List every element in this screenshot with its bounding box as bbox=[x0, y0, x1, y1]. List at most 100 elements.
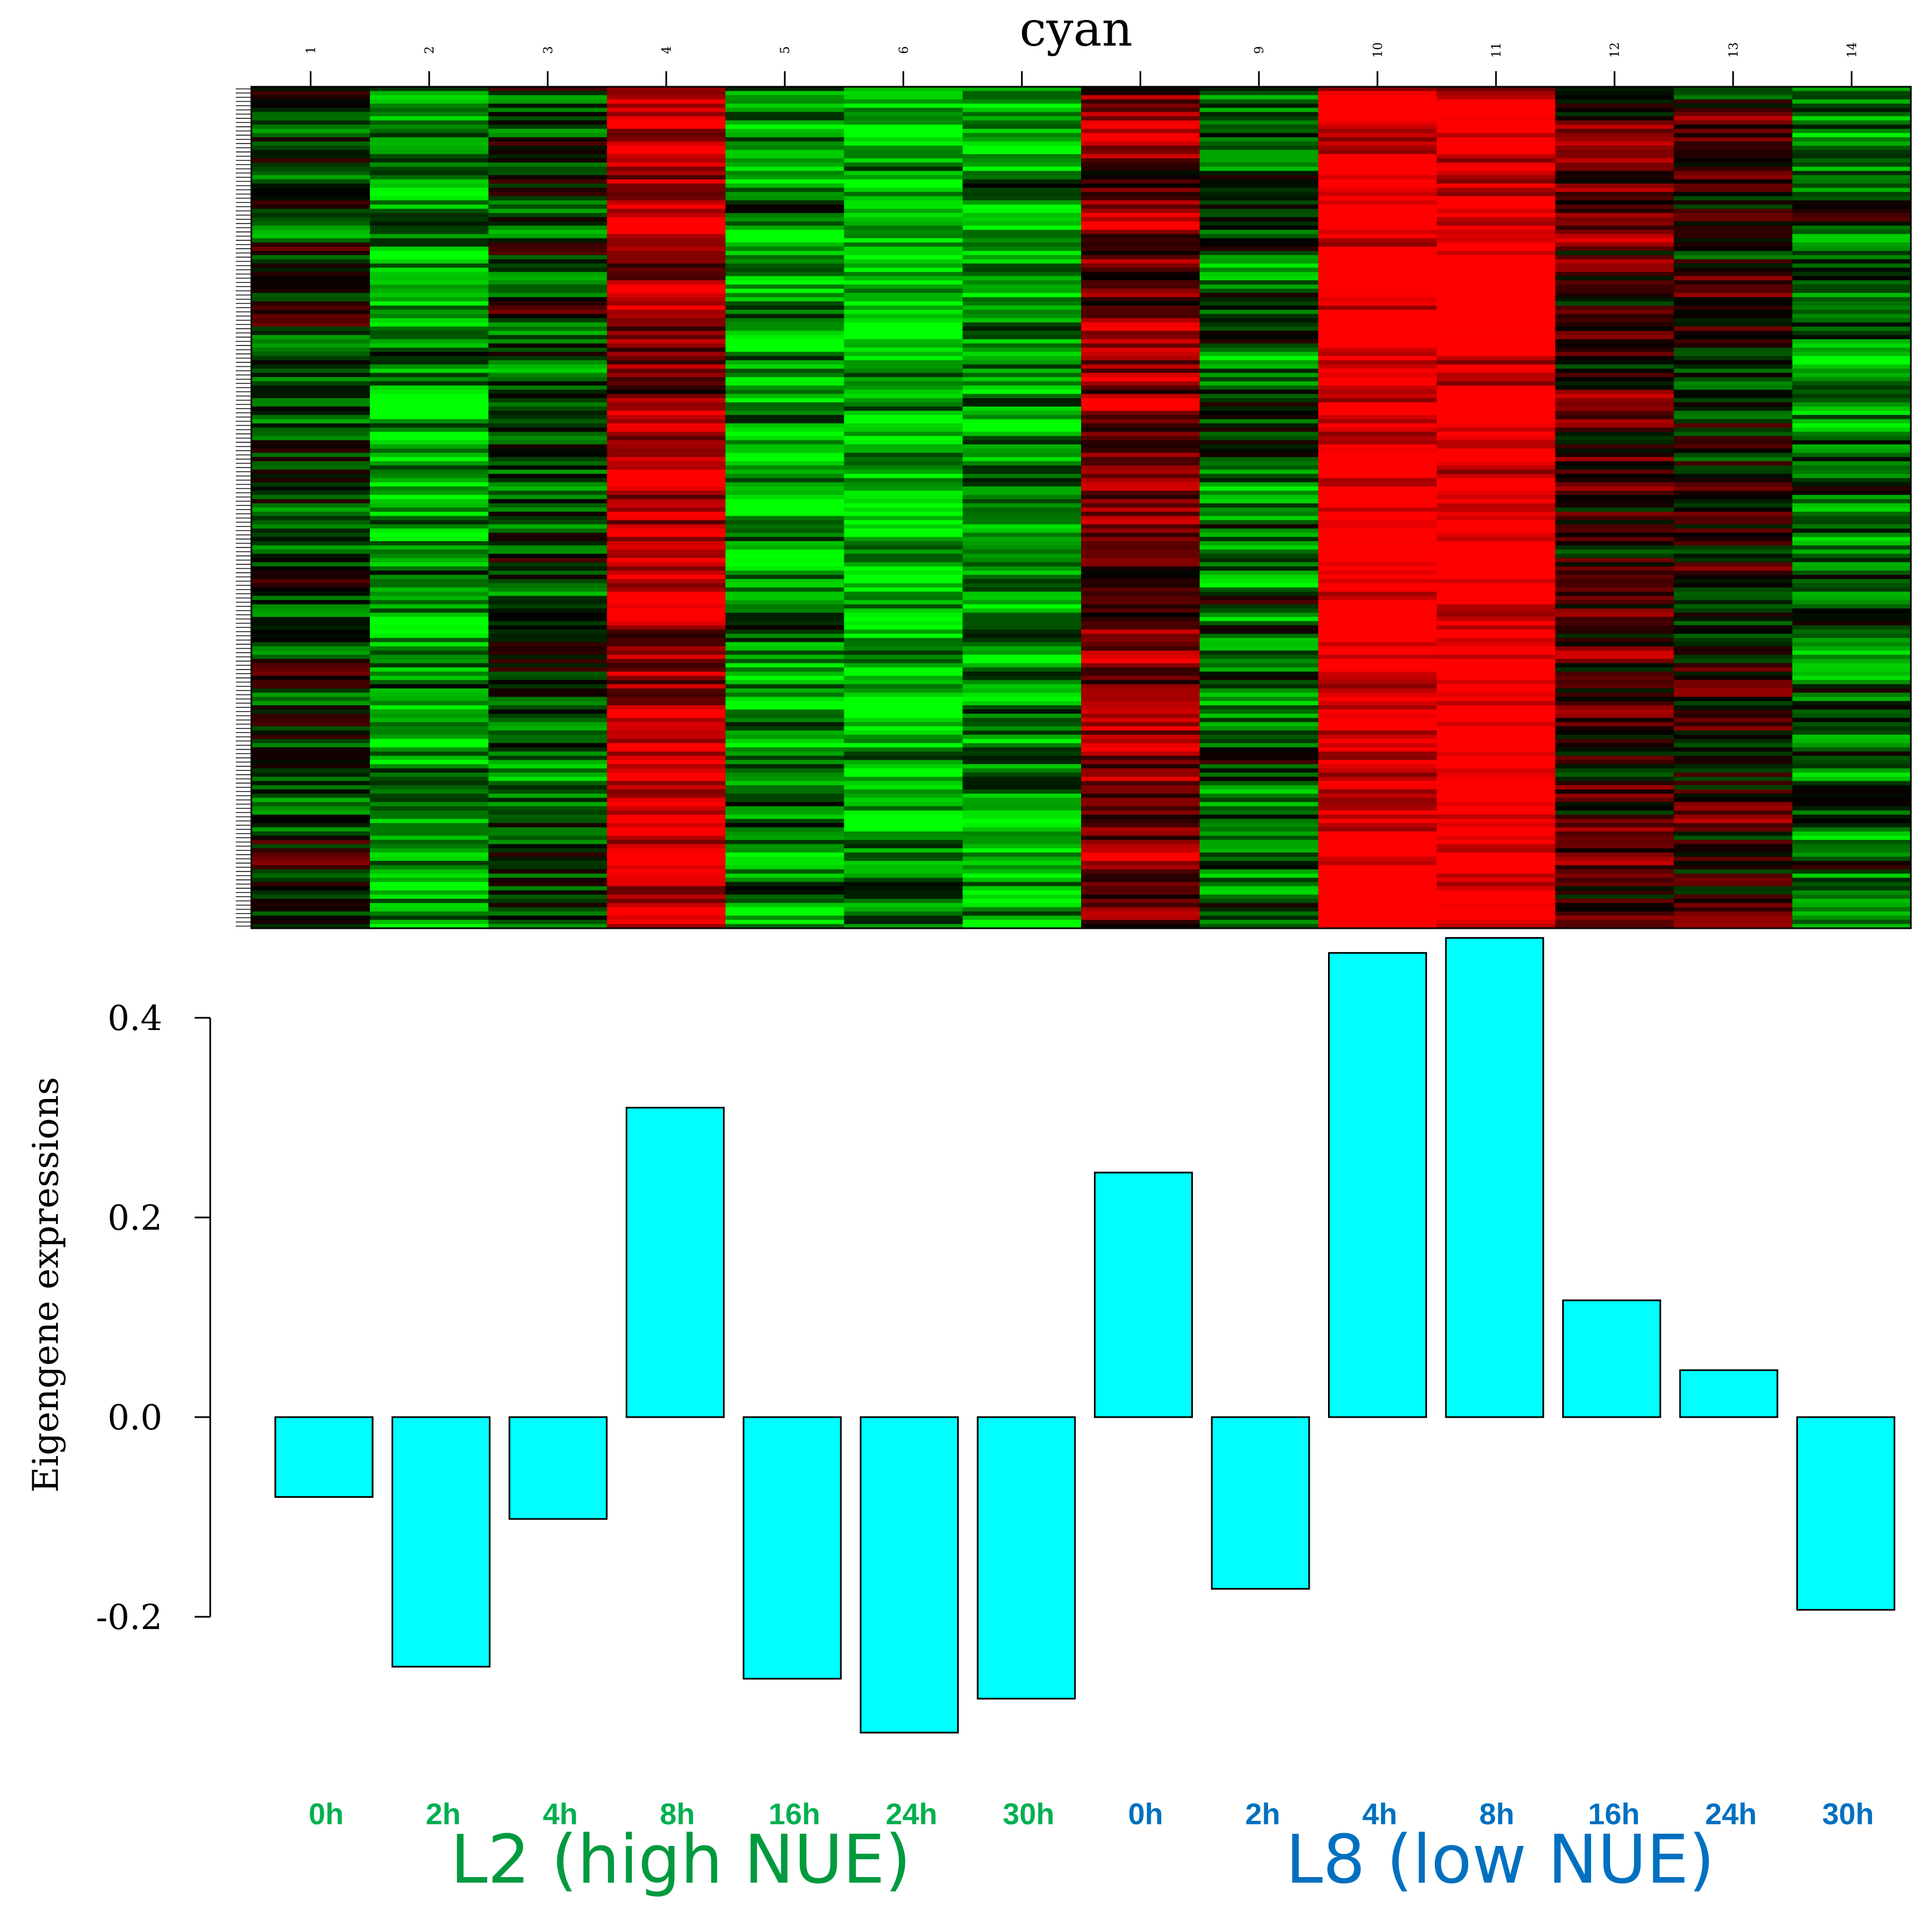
heatmap-cell bbox=[844, 465, 963, 471]
heatmap-cell bbox=[1318, 427, 1438, 432]
heatmap-cell bbox=[844, 133, 963, 138]
heatmap-cell bbox=[607, 373, 726, 378]
heatmap-cell bbox=[1555, 251, 1675, 256]
heatmap-cell bbox=[1792, 503, 1911, 508]
heatmap-cell bbox=[962, 116, 1082, 121]
heatmap-cell bbox=[607, 125, 726, 130]
heatmap-cell bbox=[1555, 570, 1675, 576]
heatmap-cell bbox=[1436, 440, 1556, 445]
heatmap-cell bbox=[962, 389, 1082, 394]
heatmap-cell bbox=[370, 520, 489, 525]
heatmap-cell bbox=[962, 663, 1082, 668]
heatmap-cell bbox=[725, 473, 845, 479]
heatmap-cell bbox=[370, 507, 489, 512]
heatmap-cell bbox=[251, 587, 370, 592]
heatmap-cell bbox=[1200, 435, 1319, 441]
heatmap-cell bbox=[607, 840, 726, 845]
heatmap-cell bbox=[1673, 781, 1793, 786]
heatmap-cell bbox=[1200, 735, 1319, 740]
heatmap-cell bbox=[1200, 406, 1319, 412]
heatmap-cell bbox=[607, 368, 726, 374]
heatmap-cell bbox=[1792, 890, 1911, 895]
bar bbox=[1211, 1416, 1310, 1590]
heatmap-cell bbox=[725, 356, 845, 361]
heatmap-cell bbox=[962, 814, 1082, 819]
heatmap-cell bbox=[844, 903, 963, 908]
heatmap-cell bbox=[607, 381, 726, 386]
heatmap-cell bbox=[1318, 579, 1438, 584]
heatmap-cell bbox=[1555, 629, 1675, 635]
heatmap-cell bbox=[1673, 448, 1793, 453]
heatmap-cell bbox=[844, 394, 963, 399]
heatmap-cell bbox=[962, 549, 1082, 555]
heatmap-cell bbox=[607, 633, 726, 638]
heatmap-cell bbox=[607, 919, 726, 925]
heatmap-cell bbox=[1318, 423, 1438, 428]
heatmap-cell bbox=[1555, 638, 1675, 643]
heatmap-cell bbox=[1436, 650, 1556, 655]
heatmap-cell bbox=[962, 739, 1082, 744]
heatmap-cell bbox=[844, 739, 963, 744]
heatmap-cell bbox=[1081, 209, 1200, 214]
heatmap-cell bbox=[962, 684, 1082, 689]
x-tick-label: 0h bbox=[1128, 1798, 1163, 1831]
heatmap-cell bbox=[725, 764, 845, 769]
heatmap-cell bbox=[844, 629, 963, 635]
heatmap-cell bbox=[1081, 911, 1200, 916]
heatmap-cell bbox=[370, 579, 489, 584]
heatmap-cell bbox=[1200, 755, 1319, 760]
heatmap-cell bbox=[1081, 183, 1200, 189]
heatmap-cell bbox=[1081, 339, 1200, 344]
heatmap-cell bbox=[725, 629, 845, 635]
heatmap-cell bbox=[1318, 507, 1438, 512]
heatmap-cell bbox=[844, 899, 963, 904]
heatmap-cell bbox=[725, 776, 845, 781]
heatmap-cell bbox=[1081, 739, 1200, 744]
heatmap-cell bbox=[1318, 730, 1438, 735]
heatmap-cell bbox=[607, 612, 726, 617]
heatmap-cell bbox=[1792, 212, 1911, 218]
heatmap-cell bbox=[844, 494, 963, 499]
heatmap-cell bbox=[844, 596, 963, 601]
heatmap-cell bbox=[1081, 448, 1200, 453]
heatmap-cell bbox=[1200, 705, 1319, 710]
heatmap-cell bbox=[1792, 709, 1911, 714]
heatmap-cell bbox=[251, 187, 370, 192]
heatmap-cell bbox=[1673, 882, 1793, 887]
bar bbox=[742, 1416, 842, 1680]
heatmap-cell bbox=[1200, 453, 1319, 458]
heatmap-cell bbox=[488, 747, 608, 752]
heatmap-cell bbox=[1318, 234, 1438, 239]
heatmap-cell bbox=[1792, 638, 1911, 643]
heatmap-cell bbox=[1436, 520, 1556, 525]
heatmap-cell bbox=[725, 696, 845, 702]
heatmap-cell bbox=[1200, 835, 1319, 840]
heatmap-cell bbox=[1555, 364, 1675, 369]
heatmap-cell bbox=[370, 844, 489, 849]
heatmap-cell bbox=[607, 575, 726, 580]
heatmap-cell bbox=[1792, 768, 1911, 773]
heatmap-cell bbox=[1436, 701, 1556, 706]
heatmap-cell bbox=[1792, 368, 1911, 374]
heatmap-cell bbox=[1318, 166, 1438, 171]
heatmap-cell bbox=[251, 478, 370, 483]
heatmap-cell bbox=[1673, 503, 1793, 508]
heatmap-cell bbox=[1318, 486, 1438, 491]
heatmap-cell bbox=[1081, 604, 1200, 609]
heatmap-cell bbox=[1555, 562, 1675, 567]
heatmap-cell bbox=[962, 810, 1082, 815]
heatmap-cell bbox=[1792, 650, 1911, 655]
heatmap-cell bbox=[1200, 579, 1319, 584]
heatmap-cell bbox=[1200, 95, 1319, 100]
heatmap-column-label: 6 bbox=[897, 46, 911, 54]
heatmap-cell bbox=[1555, 903, 1675, 908]
heatmap-cell bbox=[962, 204, 1082, 209]
heatmap-cell bbox=[1792, 120, 1911, 125]
heatmap-cell bbox=[370, 95, 489, 100]
heatmap-cell bbox=[1081, 743, 1200, 748]
heatmap-cell bbox=[1436, 128, 1556, 133]
heatmap-cell bbox=[1555, 608, 1675, 613]
heatmap-cell bbox=[725, 352, 845, 357]
x-tick-label: 2h bbox=[1245, 1798, 1280, 1831]
